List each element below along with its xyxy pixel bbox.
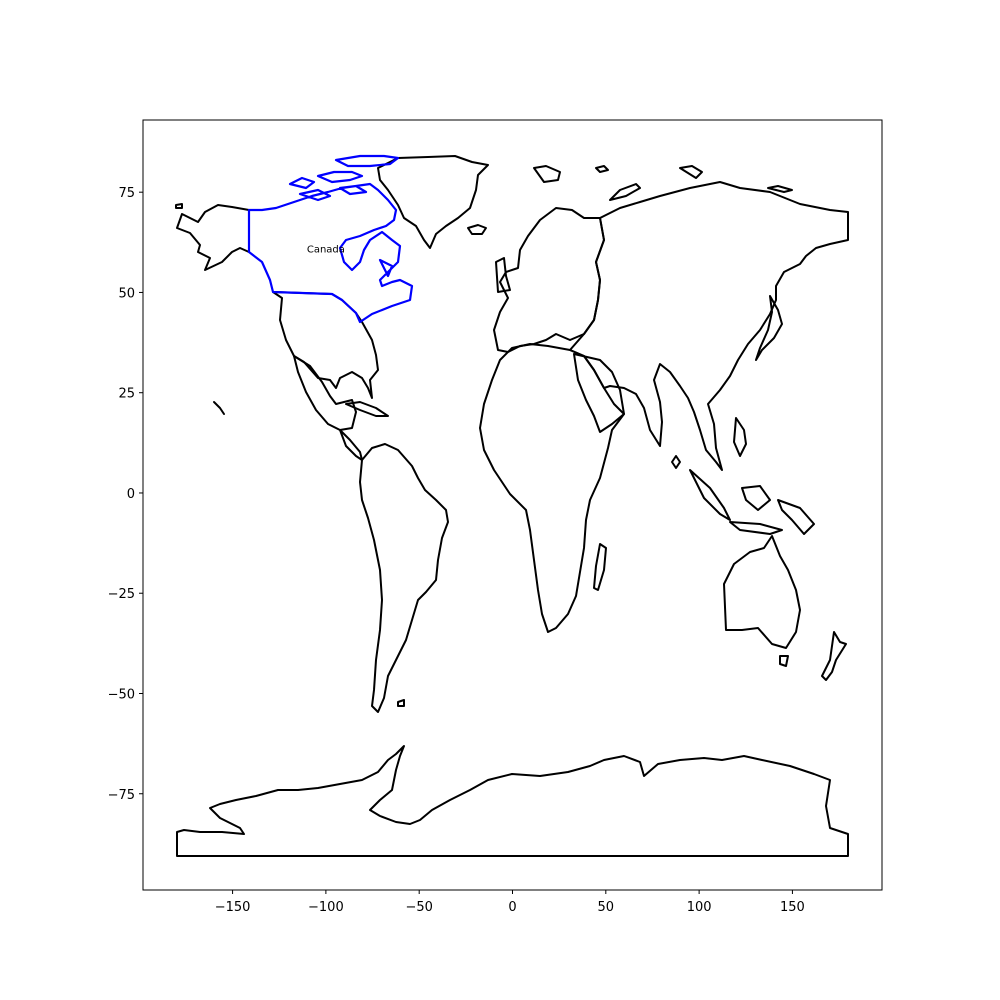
country-uk: [495, 257, 511, 293]
country-mexico: [293, 355, 357, 431]
country-australia: [723, 535, 801, 649]
country-hawaii: [213, 401, 225, 415]
country-madagascar: [593, 543, 607, 591]
y-tick-label: 75: [118, 186, 135, 201]
canada-label: Canada: [307, 244, 345, 255]
x-tick-label: 100: [687, 900, 712, 915]
country-new-zealand: [821, 631, 847, 681]
y-tick-label: −25: [108, 587, 135, 602]
country-novaya-zemlya: [609, 183, 641, 201]
country-tasmania: [779, 655, 789, 667]
x-tick-label: −150: [215, 900, 251, 915]
canada-highlight: Canada: [247, 154, 414, 324]
y-tick-label: −50: [108, 687, 135, 702]
country-japan: [755, 295, 783, 361]
country-sri-lanka: [671, 455, 681, 469]
country-greenland: [377, 155, 489, 249]
country-iceland: [467, 224, 487, 235]
x-tick-label: −100: [308, 900, 344, 915]
x-tick-label: 50: [598, 900, 615, 915]
country-alaska: [176, 204, 250, 271]
country-cuba: [345, 401, 389, 417]
country-falklands: [397, 699, 405, 707]
country-svalbard: [533, 165, 561, 183]
x-tick-label: −50: [405, 900, 432, 915]
country-indonesia: [689, 469, 815, 535]
y-tick-label: 25: [118, 387, 135, 402]
country-asia: [569, 181, 849, 471]
country-philippines: [733, 417, 747, 457]
country-south-america: [359, 443, 449, 713]
x-axis: −150 −100 −50 0 50 100 150: [215, 890, 805, 915]
y-tick-label: 50: [118, 286, 135, 301]
country-antarctica: [176, 745, 849, 857]
country-arabia: [573, 353, 625, 433]
country-franz-josef: [595, 165, 609, 173]
country-canada: [247, 154, 414, 324]
x-tick-label: 0: [508, 900, 516, 915]
y-axis: 75 50 25 0 −25 −50 −75: [108, 186, 143, 803]
x-tick-label: 150: [780, 900, 805, 915]
country-usa: [272, 291, 379, 399]
y-tick-label: −75: [108, 788, 135, 803]
country-new-siberia: [767, 185, 793, 193]
y-tick-label: 0: [127, 487, 135, 502]
country-severnaya-zemlya: [679, 165, 703, 179]
map-layer: [175, 155, 849, 857]
country-wrangel: [175, 203, 183, 209]
